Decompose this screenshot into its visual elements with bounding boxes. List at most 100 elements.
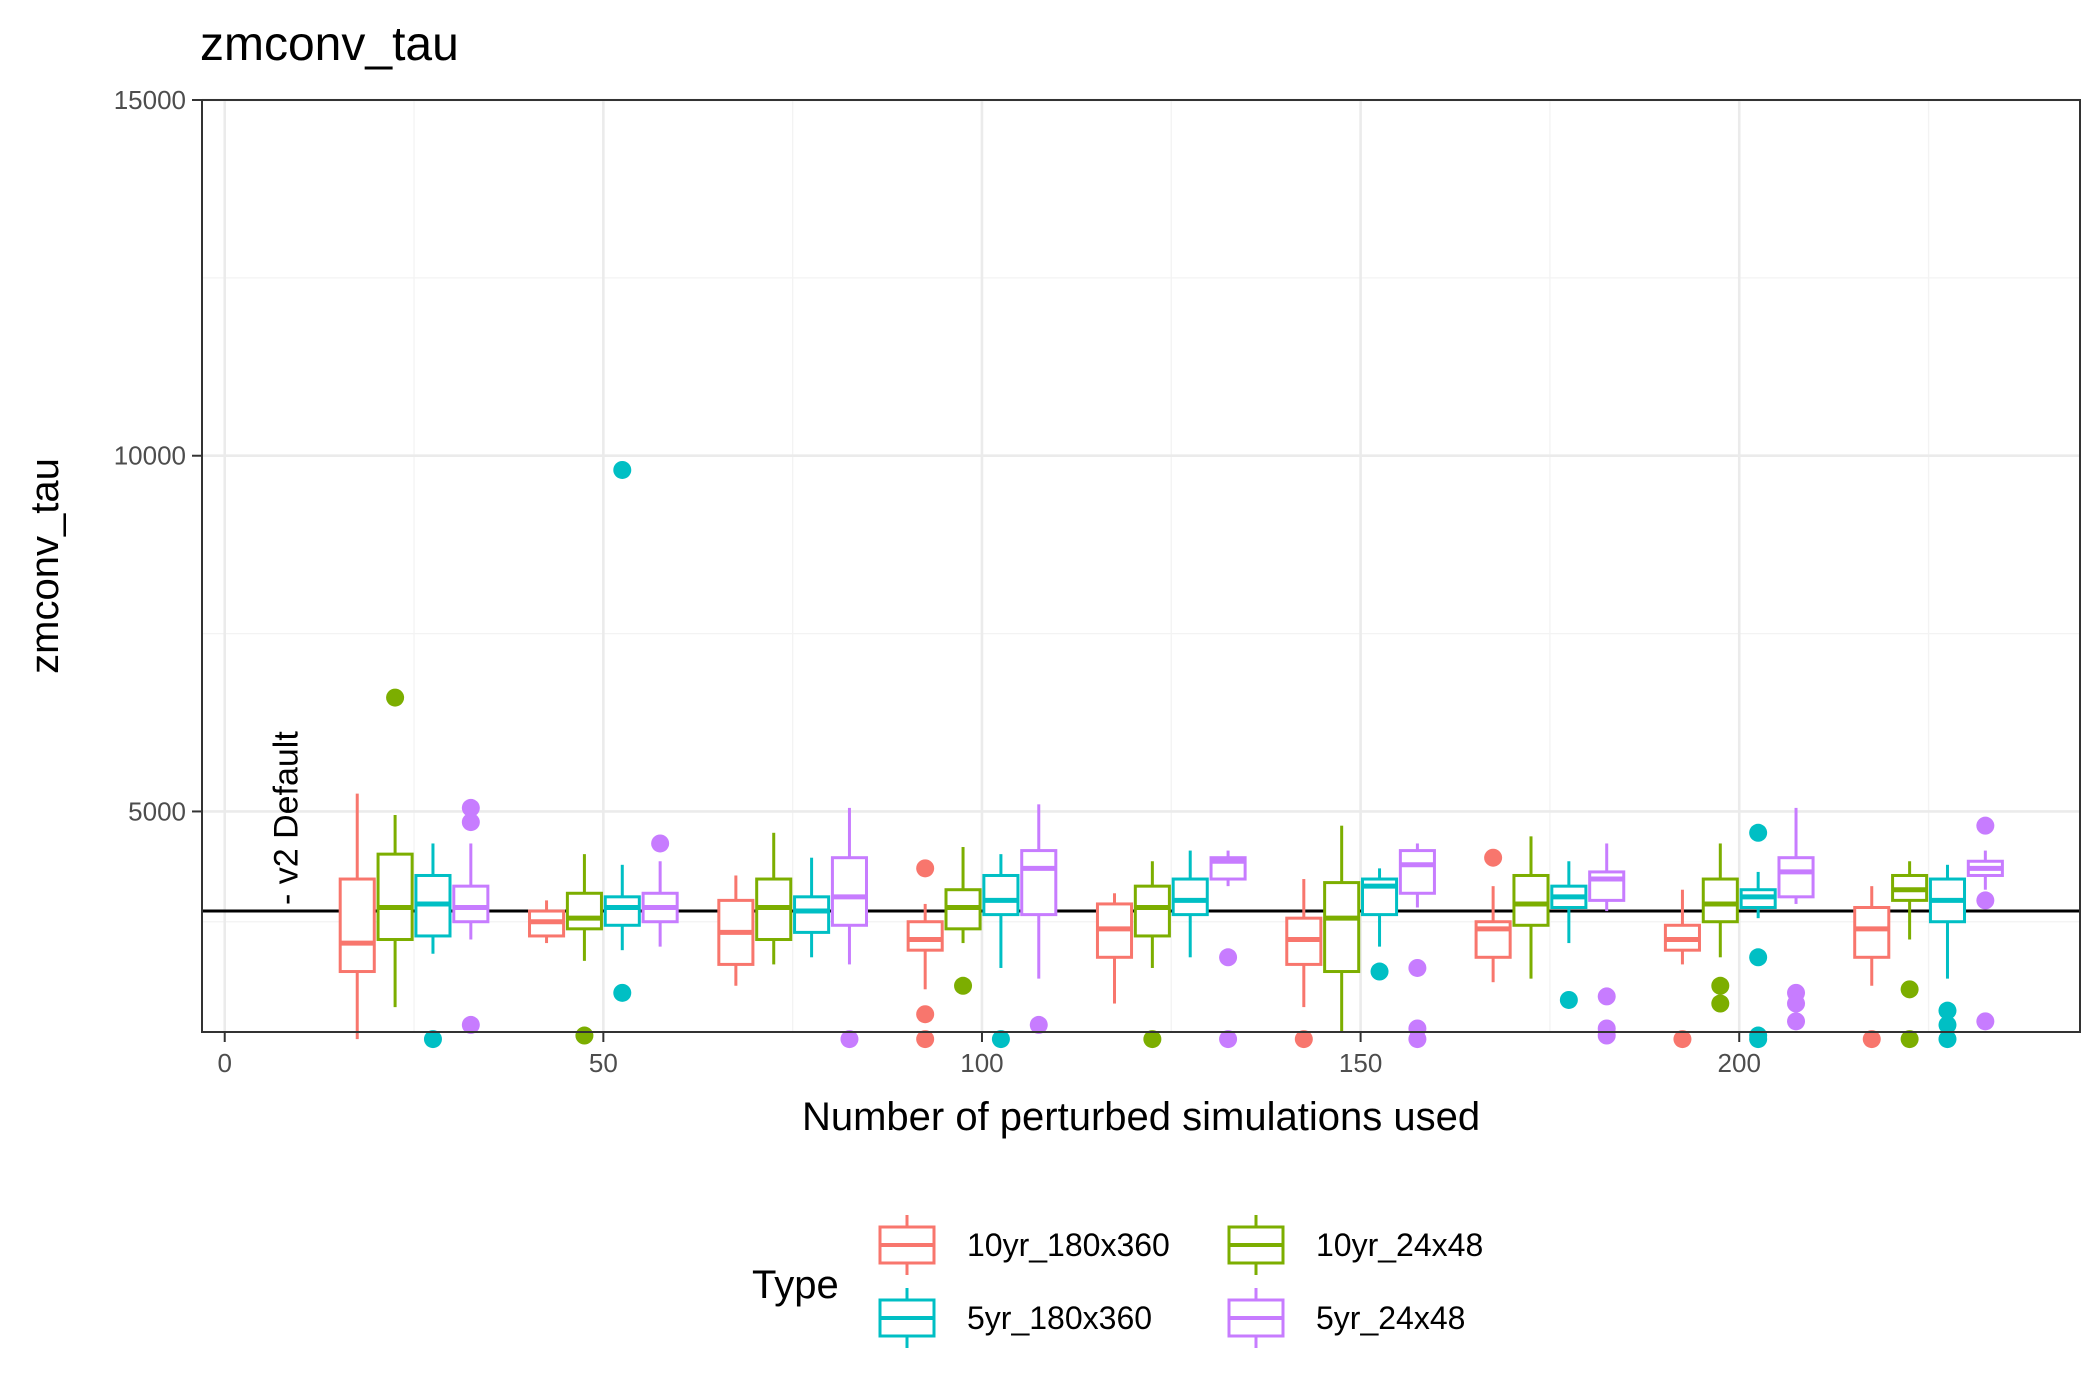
y-tick-label: 10000 bbox=[114, 441, 186, 471]
outlier-point bbox=[1976, 816, 1995, 835]
box-10yr_180x360 bbox=[1095, 893, 1134, 1004]
box-5yr_24x48 bbox=[1966, 816, 2004, 1031]
outlier-point bbox=[1597, 1026, 1616, 1045]
box-5yr_180x360 bbox=[603, 460, 641, 1002]
legend-item-5yr_180x360: 5yr_180x360 bbox=[878, 1288, 1152, 1348]
outlier-point bbox=[1976, 891, 1995, 910]
outlier-point bbox=[423, 1030, 442, 1049]
box-iqr bbox=[1171, 877, 1209, 917]
box-5yr_180x360 bbox=[1550, 861, 1588, 1009]
outlier-point bbox=[1408, 1030, 1427, 1049]
box-10yr_180x360 bbox=[528, 900, 566, 944]
outlier-point bbox=[386, 688, 405, 707]
outlier-point bbox=[1862, 1030, 1881, 1049]
series-10yr_180x360 bbox=[338, 793, 1891, 1049]
outlier-point bbox=[916, 859, 935, 878]
box-5yr_180x360 bbox=[414, 843, 452, 1049]
outlier-point bbox=[651, 834, 670, 853]
outlier-point bbox=[1976, 1012, 1995, 1031]
legend-item-10yr_180x360: 10yr_180x360 bbox=[878, 1215, 1170, 1275]
box-5yr_180x360 bbox=[1928, 864, 1967, 1049]
x-tick-label: 100 bbox=[960, 1048, 1003, 1078]
series-5yr_180x360 bbox=[414, 460, 1967, 1049]
x-axis-title: Number of perturbed simulations used bbox=[802, 1095, 1480, 1139]
outlier-point bbox=[575, 1026, 594, 1045]
box-iqr bbox=[982, 873, 1020, 917]
outlier-point bbox=[1900, 980, 1919, 999]
legend: Type 10yr_180x360 10yr_24x48 5yr_180x360 5y… bbox=[752, 1215, 1483, 1348]
outlier-point bbox=[613, 460, 632, 479]
outlier-point bbox=[1749, 948, 1768, 967]
legend-label: 10yr_180x360 bbox=[967, 1227, 1170, 1263]
chart-title: zmconv_tau bbox=[200, 18, 459, 71]
box-5yr_24x48 bbox=[452, 798, 490, 1034]
box-iqr bbox=[1323, 881, 1361, 974]
outlier-point bbox=[1787, 994, 1806, 1013]
x-tick-label: 50 bbox=[589, 1048, 618, 1078]
outlier-point bbox=[1029, 1015, 1048, 1034]
box-iqr bbox=[793, 895, 831, 934]
outlier-point bbox=[1900, 1030, 1919, 1049]
outlier-point bbox=[1711, 994, 1730, 1013]
box-iqr bbox=[1512, 873, 1550, 927]
outlier-point bbox=[1711, 976, 1730, 995]
box-iqr bbox=[1020, 849, 1058, 917]
outlier-point bbox=[1749, 823, 1768, 842]
box-10yr_180x360 bbox=[1285, 879, 1323, 1049]
series-5yr_24x48 bbox=[452, 798, 2004, 1049]
legend-item-10yr_24x48: 10yr_24x48 bbox=[1227, 1215, 1483, 1275]
outlier-point bbox=[1749, 1030, 1768, 1049]
box-10yr_24x48 bbox=[1891, 861, 1929, 1049]
outlier-point bbox=[461, 798, 480, 817]
box-5yr_180x360 bbox=[1360, 868, 1399, 981]
box-iqr bbox=[1398, 849, 1436, 895]
box-iqr bbox=[603, 895, 641, 927]
box-5yr_24x48 bbox=[1398, 843, 1436, 1049]
legend-title: Type bbox=[752, 1263, 839, 1307]
box-iqr bbox=[1701, 877, 1739, 924]
x-tick-label: 200 bbox=[1718, 1048, 1761, 1078]
box-10yr_180x360 bbox=[1474, 848, 1512, 983]
box-iqr bbox=[376, 852, 414, 942]
legend-item-5yr_24x48: 5yr_24x48 bbox=[1227, 1288, 1465, 1348]
x-tick-label: 0 bbox=[217, 1048, 231, 1078]
outlier-point bbox=[1938, 1001, 1957, 1020]
reference-line-label: - v2 Default bbox=[267, 731, 305, 905]
box-iqr bbox=[830, 856, 868, 927]
box-10yr_24x48 bbox=[1133, 861, 1171, 1049]
axes: 0 50 100 150 200 5000 10000 15000 bbox=[114, 85, 1761, 1078]
box-10yr_24x48 bbox=[1701, 843, 1739, 1013]
box-5yr_24x48 bbox=[1209, 850, 1247, 1049]
box-10yr_180x360 bbox=[338, 793, 376, 1040]
outlier-point bbox=[991, 1030, 1010, 1049]
legend-label: 5yr_180x360 bbox=[967, 1300, 1152, 1336]
plot-panel-border bbox=[201, 99, 2081, 1033]
box-iqr bbox=[338, 877, 376, 974]
box-5yr_24x48 bbox=[1777, 807, 1815, 1031]
box-plots bbox=[338, 460, 2004, 1049]
outlier-point bbox=[1938, 1030, 1957, 1049]
box-iqr bbox=[565, 891, 603, 931]
outlier-point bbox=[1787, 1012, 1806, 1031]
box-10yr_180x360 bbox=[1853, 886, 1891, 1049]
outlier-point bbox=[840, 1030, 859, 1049]
box-iqr bbox=[906, 920, 944, 952]
series-10yr_24x48 bbox=[376, 688, 1929, 1049]
outlier-point bbox=[1597, 987, 1616, 1006]
outlier-point bbox=[1219, 1030, 1238, 1049]
x-tick-label: 150 bbox=[1339, 1048, 1382, 1078]
box-5yr_180x360 bbox=[793, 857, 831, 958]
outlier-point bbox=[1294, 1030, 1313, 1049]
outlier-point bbox=[613, 983, 632, 1002]
outlier-point bbox=[1673, 1030, 1692, 1049]
box-10yr_180x360 bbox=[906, 859, 944, 1049]
y-axis-title: zmconv_tau bbox=[23, 458, 67, 674]
outlier-point bbox=[916, 1030, 935, 1049]
box-iqr bbox=[1853, 905, 1891, 959]
box-10yr_24x48 bbox=[755, 832, 793, 965]
box-5yr_180x360 bbox=[1171, 850, 1209, 958]
box-10yr_24x48 bbox=[1512, 836, 1550, 979]
outlier-point bbox=[1370, 962, 1389, 981]
